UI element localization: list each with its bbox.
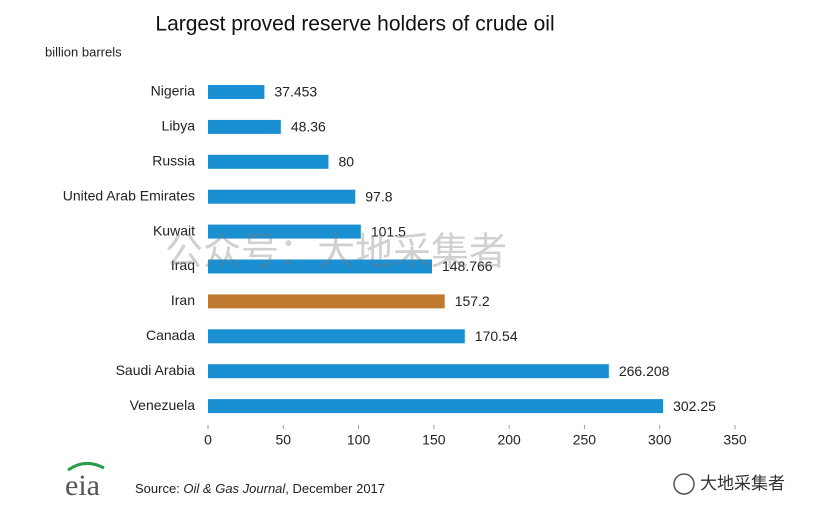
bar bbox=[208, 399, 664, 414]
y-tick-label: Canada bbox=[146, 327, 195, 343]
unit-label: billion barrels bbox=[45, 44, 122, 59]
y-tick-label: Nigeria bbox=[151, 83, 196, 99]
value-label: 48.36 bbox=[291, 119, 326, 135]
account-icon bbox=[673, 473, 695, 495]
value-label: 157.2 bbox=[455, 293, 490, 309]
y-tick-label: Libya bbox=[162, 118, 196, 134]
y-tick-label: Saudi Arabia bbox=[116, 362, 196, 378]
watermark: 公众号：大地采集者 bbox=[165, 230, 507, 274]
value-label: 302.25 bbox=[673, 398, 716, 414]
x-tick-label: 250 bbox=[573, 432, 597, 448]
source-label: Source: bbox=[135, 481, 183, 496]
x-tick-label: 350 bbox=[723, 432, 747, 448]
bar bbox=[208, 224, 361, 239]
value-label: 97.8 bbox=[365, 188, 392, 204]
source: Source: Oil & Gas Journal, December 2017 bbox=[135, 481, 385, 496]
value-label: 101.5 bbox=[371, 223, 406, 239]
y-tick-label: United Arab Emirates bbox=[63, 187, 195, 203]
source-publication: Oil & Gas Journal bbox=[183, 481, 286, 496]
y-tick-label: Iraq bbox=[171, 257, 195, 273]
value-label: 148.766 bbox=[442, 258, 493, 274]
x-tick-label: 150 bbox=[422, 432, 446, 448]
x-tick-label: 0 bbox=[204, 432, 212, 448]
x-tick-label: 300 bbox=[648, 432, 672, 448]
source-date: , December 2017 bbox=[285, 481, 385, 496]
y-tick-label: Iran bbox=[171, 292, 195, 308]
bar bbox=[208, 364, 609, 379]
x-tick-label: 200 bbox=[497, 432, 521, 448]
bar bbox=[208, 294, 445, 309]
value-label: 80 bbox=[338, 154, 354, 170]
value-label: 266.208 bbox=[619, 363, 670, 379]
bar bbox=[208, 329, 465, 344]
y-tick-label: Kuwait bbox=[153, 222, 195, 238]
x-tick-label: 100 bbox=[347, 432, 371, 448]
y-tick-label: Russia bbox=[152, 153, 195, 169]
logo-swoosh bbox=[67, 462, 105, 472]
y-tick-label: Venezuela bbox=[130, 397, 196, 413]
value-label: 170.54 bbox=[475, 328, 518, 344]
chart-title: Largest proved reserve holders of crude … bbox=[155, 13, 554, 36]
bar bbox=[208, 189, 356, 204]
bar bbox=[208, 119, 281, 134]
bar bbox=[208, 85, 265, 99]
bar bbox=[208, 154, 329, 169]
bar bbox=[208, 259, 432, 274]
x-tick-label: 50 bbox=[275, 432, 291, 448]
account: 大地采集者 bbox=[700, 474, 785, 494]
value-label: 37.453 bbox=[274, 84, 317, 100]
logo: eia bbox=[65, 469, 100, 502]
